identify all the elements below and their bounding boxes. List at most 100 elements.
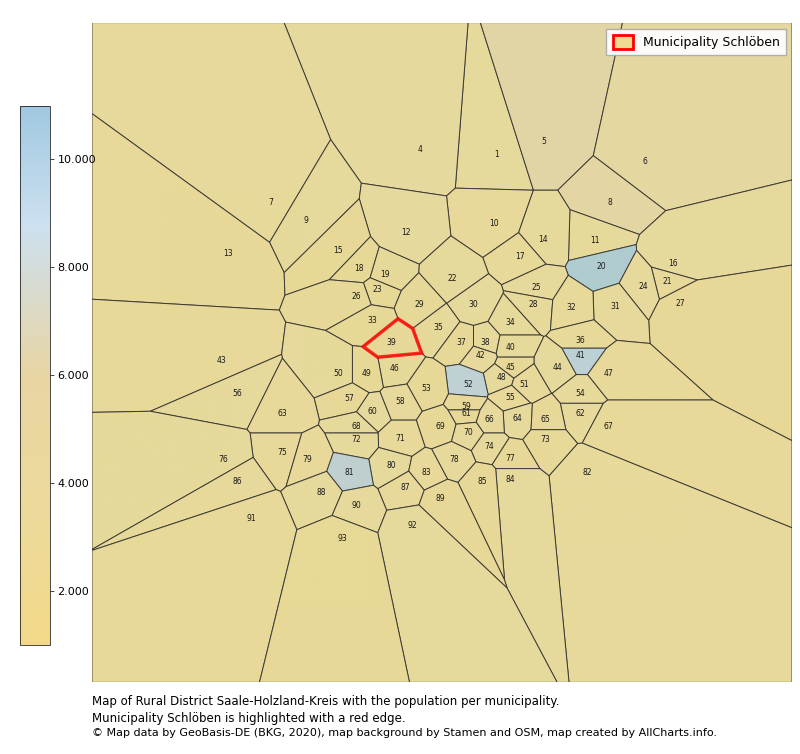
- Polygon shape: [518, 190, 570, 267]
- Text: 51: 51: [520, 380, 530, 388]
- Polygon shape: [92, 489, 297, 682]
- Polygon shape: [325, 433, 378, 459]
- Text: 68: 68: [352, 422, 362, 431]
- Text: 93: 93: [338, 534, 347, 543]
- Text: Municipality Schlöben is highlighted with a red edge.: Municipality Schlöben is highlighted wit…: [92, 712, 406, 725]
- Polygon shape: [357, 391, 391, 432]
- Text: 29: 29: [414, 301, 425, 309]
- Polygon shape: [419, 480, 507, 588]
- Text: 86: 86: [233, 477, 242, 486]
- Polygon shape: [92, 411, 253, 550]
- Polygon shape: [286, 425, 334, 486]
- Polygon shape: [619, 250, 659, 320]
- Polygon shape: [326, 452, 374, 491]
- Polygon shape: [534, 336, 576, 394]
- Text: 30: 30: [469, 301, 478, 309]
- Polygon shape: [512, 363, 551, 403]
- Polygon shape: [282, 322, 352, 398]
- Polygon shape: [565, 244, 637, 291]
- Text: 44: 44: [553, 363, 562, 372]
- Polygon shape: [279, 280, 371, 330]
- Polygon shape: [443, 394, 488, 410]
- Text: 23: 23: [373, 285, 382, 294]
- Text: 40: 40: [506, 343, 515, 351]
- Text: 18: 18: [354, 264, 364, 272]
- Text: 58: 58: [395, 397, 405, 406]
- Polygon shape: [482, 232, 546, 285]
- Polygon shape: [369, 447, 412, 489]
- Text: 70: 70: [464, 428, 474, 437]
- Text: 35: 35: [434, 323, 443, 332]
- Text: 69: 69: [436, 422, 446, 431]
- Text: 28: 28: [528, 301, 538, 309]
- Polygon shape: [451, 422, 484, 451]
- Text: 71: 71: [395, 434, 405, 443]
- Polygon shape: [458, 462, 505, 580]
- Polygon shape: [446, 274, 503, 326]
- Polygon shape: [407, 357, 449, 412]
- Polygon shape: [503, 291, 553, 336]
- Text: 43: 43: [217, 356, 226, 365]
- Text: 5: 5: [541, 137, 546, 146]
- Polygon shape: [496, 335, 544, 357]
- Text: 84: 84: [506, 475, 515, 483]
- Polygon shape: [496, 468, 569, 682]
- Polygon shape: [558, 155, 666, 234]
- Text: 73: 73: [541, 435, 550, 444]
- Polygon shape: [587, 340, 713, 400]
- Polygon shape: [332, 486, 386, 532]
- Text: 76: 76: [218, 455, 229, 464]
- Text: 39: 39: [386, 338, 397, 347]
- Text: 8: 8: [608, 198, 612, 207]
- Text: 37: 37: [457, 338, 466, 347]
- Text: 31: 31: [610, 302, 621, 311]
- Text: 19: 19: [380, 270, 390, 279]
- Polygon shape: [318, 412, 378, 433]
- Polygon shape: [550, 275, 594, 330]
- Text: 15: 15: [334, 246, 343, 255]
- Polygon shape: [363, 277, 402, 308]
- Text: 13: 13: [224, 249, 234, 258]
- Text: 57: 57: [345, 394, 354, 403]
- Text: 34: 34: [506, 318, 515, 327]
- Polygon shape: [649, 265, 792, 440]
- Polygon shape: [562, 348, 606, 375]
- Polygon shape: [483, 363, 514, 395]
- Polygon shape: [270, 139, 362, 273]
- Text: 45: 45: [506, 363, 515, 372]
- Text: 14: 14: [538, 234, 548, 244]
- Polygon shape: [471, 433, 510, 464]
- Polygon shape: [636, 180, 792, 280]
- Polygon shape: [492, 437, 540, 468]
- Text: 47: 47: [604, 369, 614, 378]
- Polygon shape: [560, 403, 603, 443]
- Text: 78: 78: [450, 455, 459, 464]
- Polygon shape: [380, 384, 422, 420]
- Polygon shape: [92, 23, 330, 242]
- Polygon shape: [552, 375, 608, 403]
- Polygon shape: [416, 404, 456, 449]
- Text: 49: 49: [362, 369, 371, 378]
- Text: 20: 20: [597, 262, 606, 271]
- Text: 10: 10: [490, 219, 499, 228]
- Polygon shape: [651, 267, 698, 299]
- Polygon shape: [284, 23, 468, 196]
- Text: 12: 12: [401, 228, 410, 237]
- Polygon shape: [92, 299, 286, 412]
- Polygon shape: [455, 23, 534, 190]
- Polygon shape: [92, 458, 276, 550]
- Polygon shape: [378, 353, 426, 388]
- Text: 61: 61: [462, 409, 471, 418]
- Text: 79: 79: [302, 455, 313, 464]
- Polygon shape: [259, 516, 410, 682]
- Text: 25: 25: [532, 284, 542, 293]
- Polygon shape: [459, 346, 498, 373]
- Polygon shape: [569, 210, 639, 261]
- Text: 52: 52: [464, 380, 474, 388]
- Polygon shape: [445, 364, 488, 397]
- Text: 90: 90: [352, 501, 362, 510]
- Text: 46: 46: [390, 364, 399, 373]
- Text: 32: 32: [566, 303, 576, 312]
- Text: 87: 87: [401, 483, 410, 492]
- Text: 67: 67: [604, 422, 614, 431]
